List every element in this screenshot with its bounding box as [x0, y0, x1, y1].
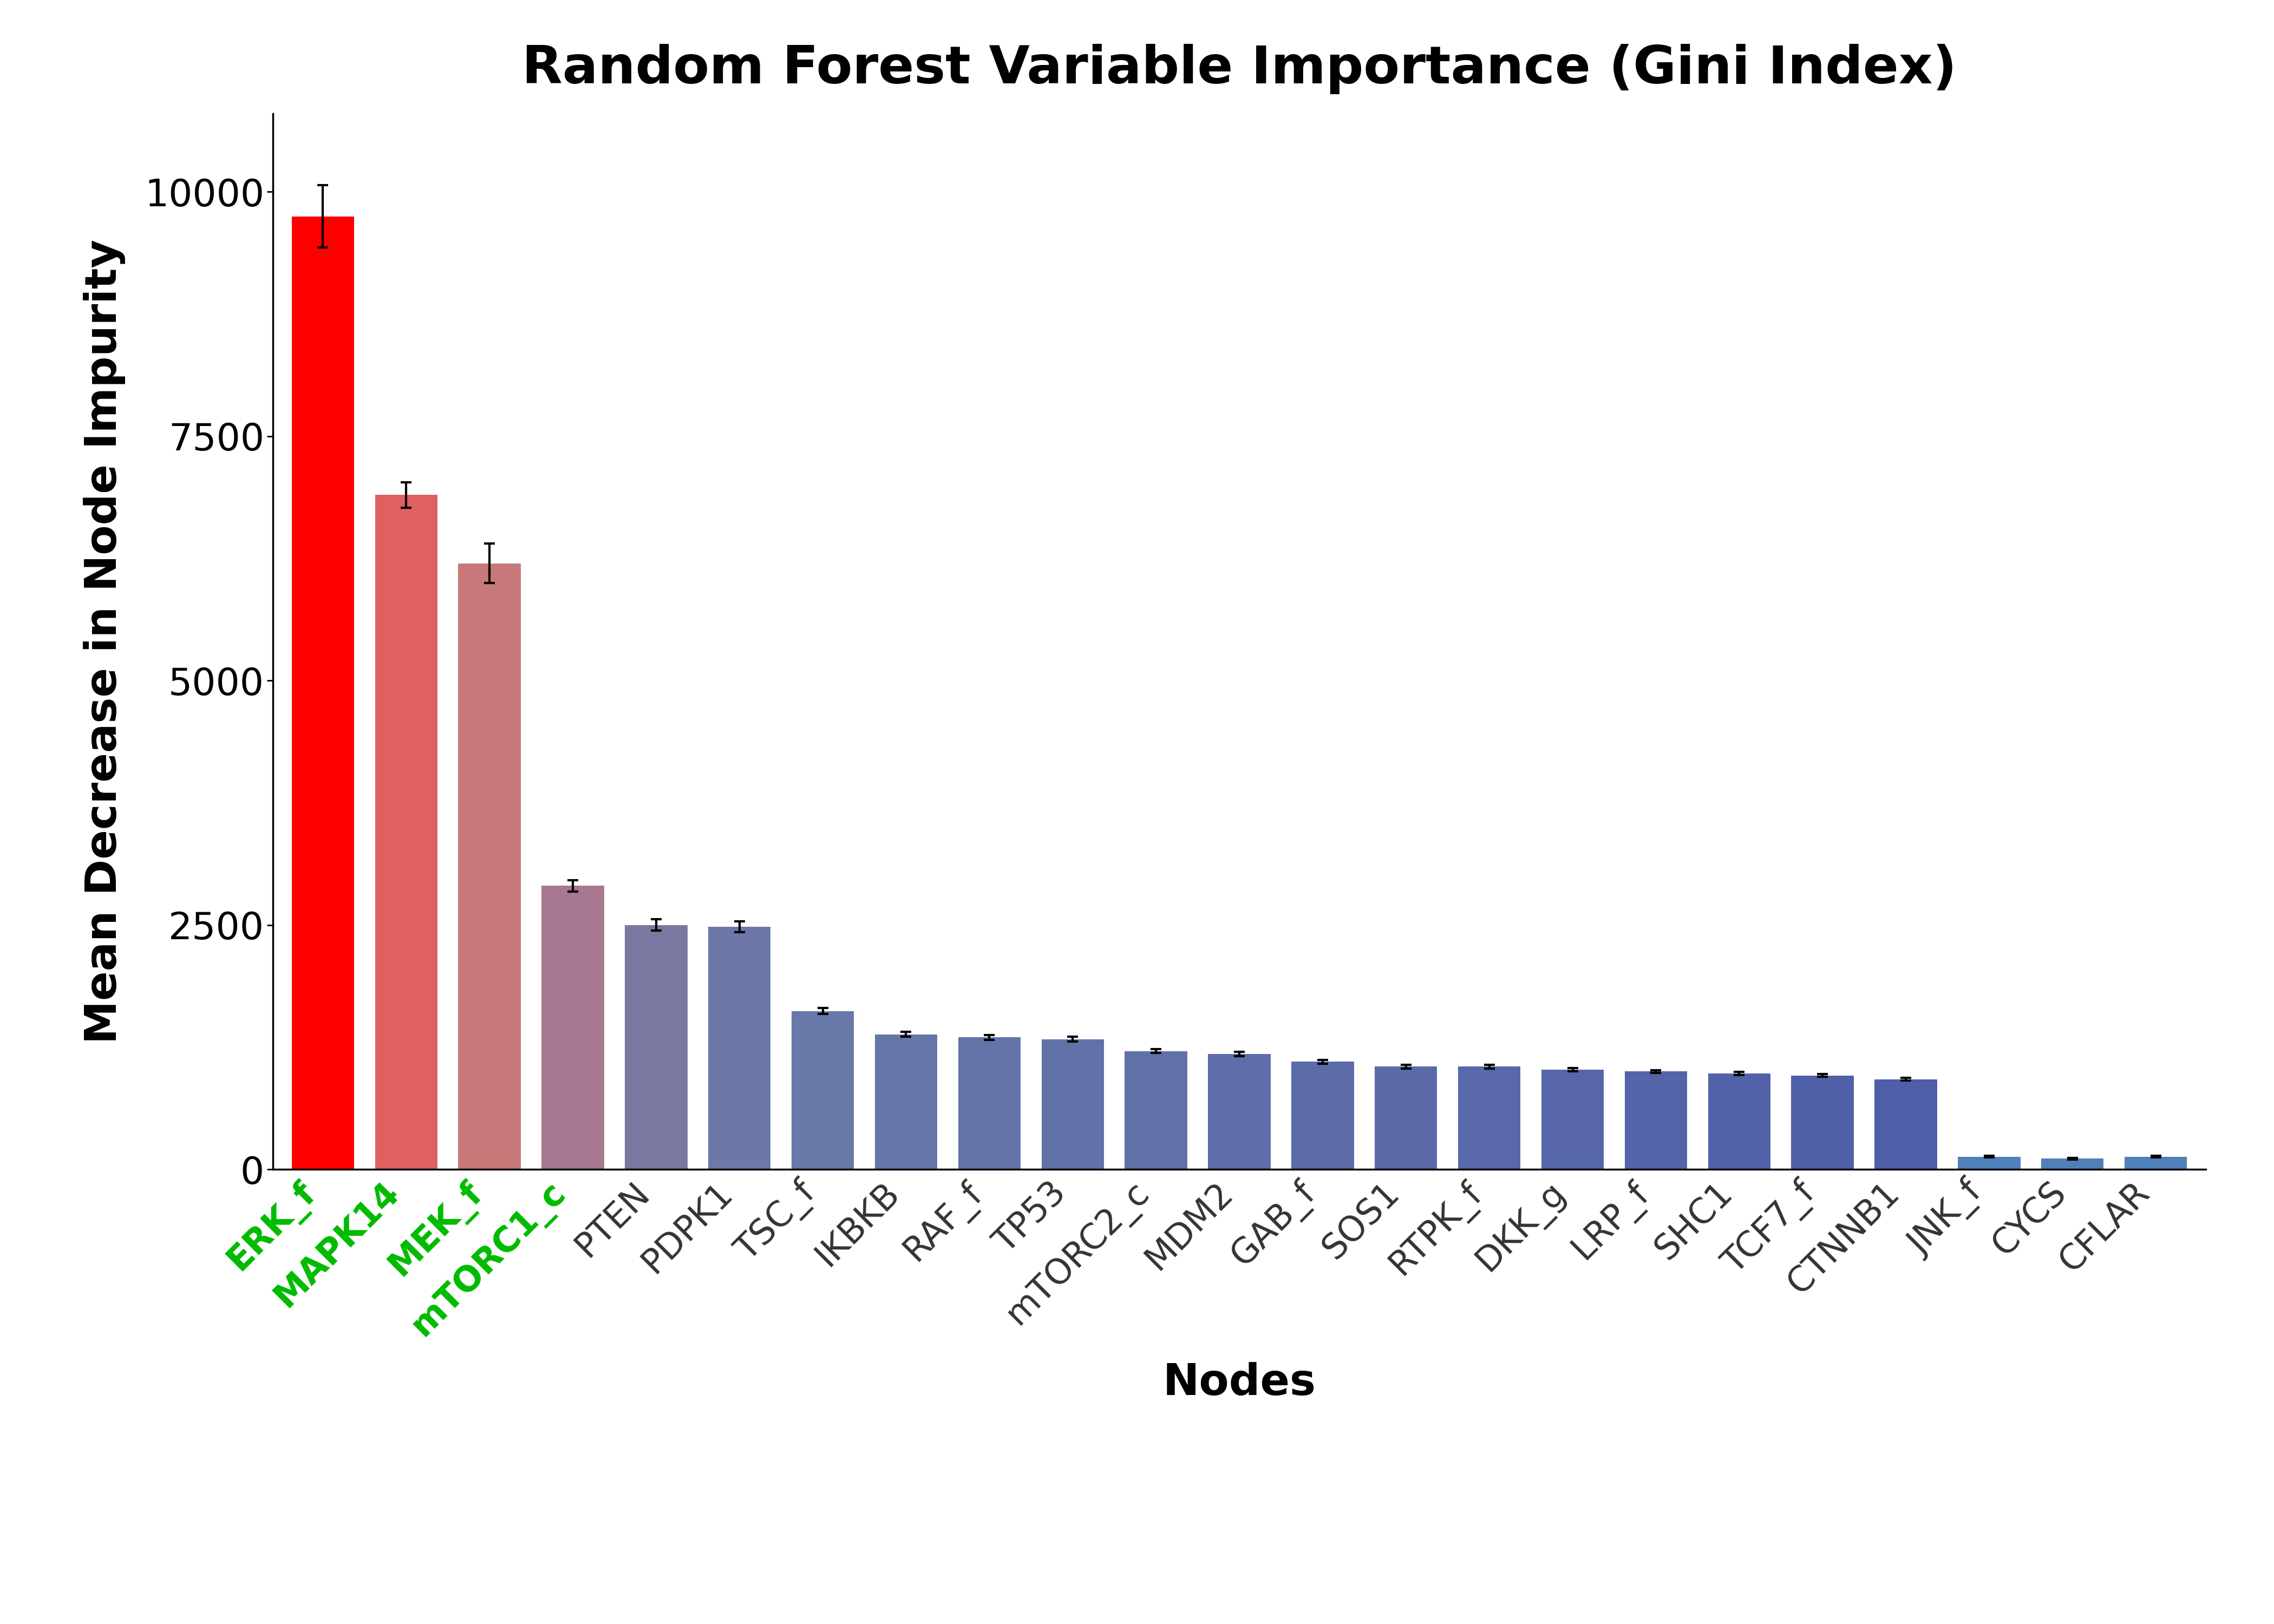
Bar [1958, 1156, 2019, 1169]
Bar [459, 564, 521, 1169]
Bar [1041, 1039, 1103, 1169]
Title: Random Forest Variable Importance (Gini Index): Random Forest Variable Importance (Gini … [523, 44, 1956, 94]
Bar [625, 926, 687, 1169]
Bar [1624, 1072, 1687, 1169]
Bar [2042, 1158, 2103, 1169]
Bar [1792, 1075, 1853, 1169]
Bar [375, 495, 437, 1169]
X-axis label: Nodes: Nodes [1162, 1363, 1317, 1405]
Bar [1292, 1062, 1353, 1169]
Bar [1874, 1080, 1937, 1169]
Bar [1126, 1051, 1187, 1169]
Bar [957, 1038, 1021, 1169]
Bar [1458, 1067, 1521, 1169]
Bar [291, 216, 355, 1169]
Bar [1708, 1073, 1771, 1169]
Bar [2124, 1156, 2188, 1169]
Bar [791, 1010, 855, 1169]
Bar [707, 927, 771, 1169]
Y-axis label: Mean Decrease in Node Impurity: Mean Decrease in Node Impurity [84, 239, 125, 1044]
Bar [875, 1034, 937, 1169]
Bar [1207, 1054, 1271, 1169]
Bar [1376, 1067, 1437, 1169]
Bar [1542, 1070, 1603, 1169]
Bar [541, 885, 605, 1169]
